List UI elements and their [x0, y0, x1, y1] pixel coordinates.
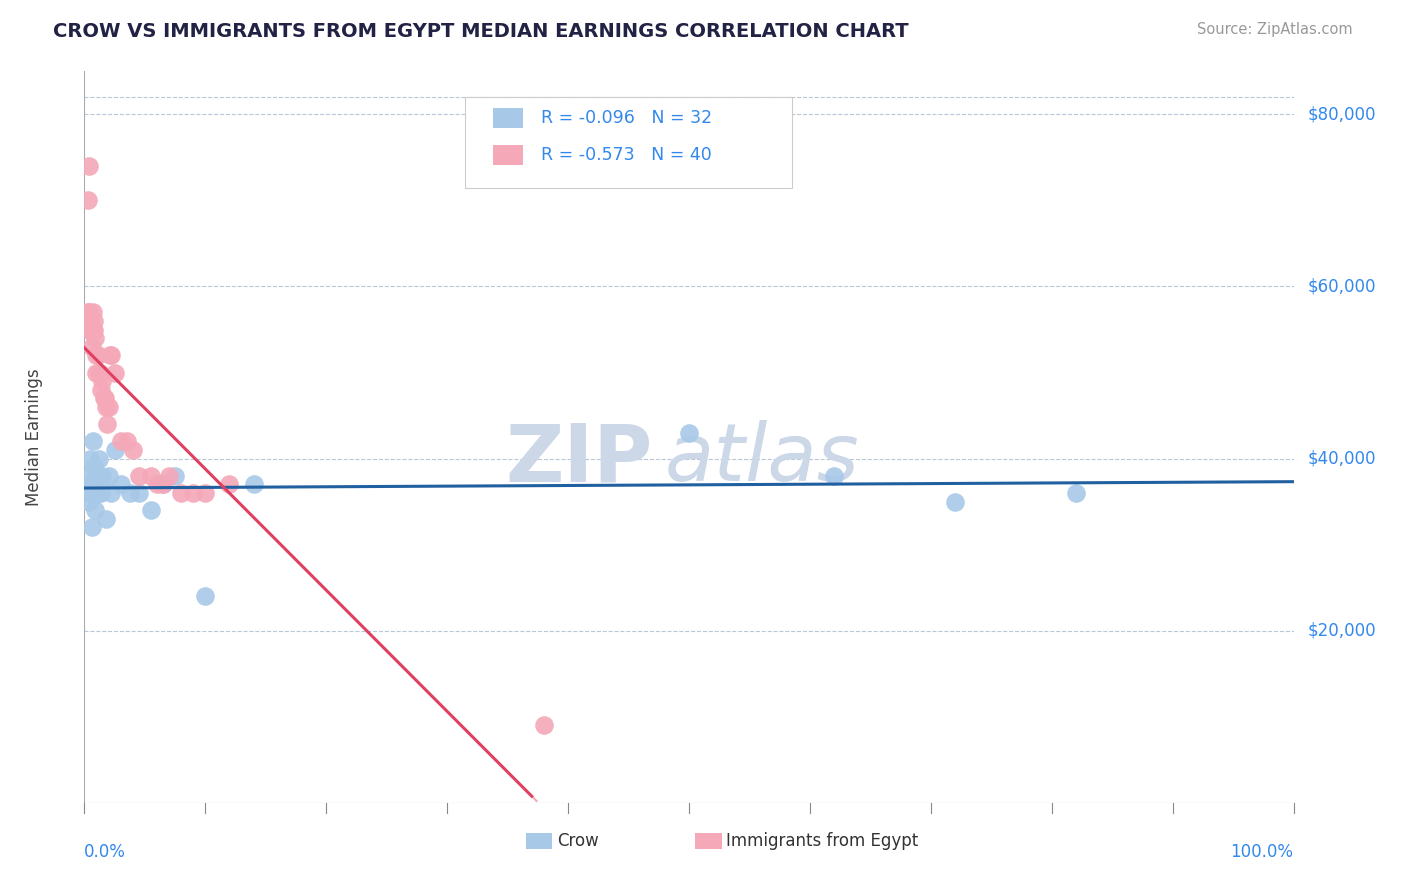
Point — [97, 400, 120, 414]
Point — [79, 486, 101, 500]
Point — [89, 366, 111, 380]
Point — [82, 486, 104, 500]
Text: $40,000: $40,000 — [1308, 450, 1376, 467]
Point — [128, 468, 150, 483]
Point — [97, 468, 120, 483]
Point — [146, 477, 169, 491]
Text: R = -0.573   N = 40: R = -0.573 N = 40 — [541, 145, 713, 164]
Text: 100.0%: 100.0% — [1230, 843, 1294, 861]
Point — [96, 417, 118, 432]
Point — [152, 477, 174, 491]
Point — [943, 494, 966, 508]
Point — [84, 331, 107, 345]
Point — [157, 468, 180, 483]
Point — [77, 194, 100, 208]
Text: $60,000: $60,000 — [1308, 277, 1376, 295]
Point — [77, 477, 100, 491]
Point — [94, 512, 117, 526]
Point — [82, 434, 104, 449]
Text: 0.0%: 0.0% — [84, 843, 127, 861]
Point — [91, 374, 114, 388]
Point — [94, 400, 117, 414]
Point — [77, 494, 100, 508]
Point — [79, 451, 101, 466]
Point — [104, 442, 127, 457]
Point — [77, 322, 100, 336]
Point — [91, 468, 114, 483]
Bar — [526, 833, 553, 849]
Point — [139, 503, 162, 517]
Point — [533, 718, 555, 732]
Point — [86, 486, 108, 500]
Point — [86, 468, 108, 483]
Point — [128, 486, 150, 500]
Point — [90, 383, 112, 397]
Point — [152, 477, 174, 491]
Point — [110, 477, 132, 491]
Text: CROW VS IMMIGRANTS FROM EGYPT MEDIAN EARNINGS CORRELATION CHART: CROW VS IMMIGRANTS FROM EGYPT MEDIAN EAR… — [53, 22, 910, 41]
Point — [77, 305, 100, 319]
Text: Immigrants from Egypt: Immigrants from Egypt — [727, 832, 918, 850]
Point — [90, 486, 112, 500]
Text: $20,000: $20,000 — [1308, 622, 1376, 640]
FancyBboxPatch shape — [465, 97, 792, 188]
Point — [77, 159, 100, 173]
Text: Crow: Crow — [557, 832, 599, 850]
Point — [100, 486, 122, 500]
Point — [86, 348, 108, 362]
Bar — [494, 145, 523, 165]
Point — [77, 305, 100, 319]
Point — [79, 322, 101, 336]
Point — [83, 460, 105, 475]
Point — [121, 442, 143, 457]
Point — [1064, 486, 1087, 500]
Point — [139, 468, 162, 483]
Point — [823, 468, 845, 483]
Point — [242, 477, 264, 491]
Text: Median Earnings: Median Earnings — [24, 368, 42, 506]
Point — [83, 314, 105, 328]
Point — [80, 322, 103, 336]
Point — [89, 477, 111, 491]
Point — [678, 425, 700, 440]
Bar — [695, 833, 721, 849]
Point — [218, 477, 240, 491]
Point — [98, 348, 121, 362]
Point — [87, 366, 110, 380]
Text: R = -0.096   N = 32: R = -0.096 N = 32 — [541, 109, 713, 128]
Bar — [494, 108, 523, 128]
Point — [79, 314, 101, 328]
Point — [77, 468, 100, 483]
Point — [83, 322, 105, 336]
Point — [110, 434, 132, 449]
Point — [194, 589, 217, 603]
Point — [94, 392, 117, 406]
Point — [120, 486, 142, 500]
Point — [115, 434, 138, 449]
Text: atlas: atlas — [665, 420, 859, 498]
Text: Source: ZipAtlas.com: Source: ZipAtlas.com — [1197, 22, 1353, 37]
Point — [84, 503, 107, 517]
Text: $80,000: $80,000 — [1308, 105, 1376, 123]
Point — [100, 348, 122, 362]
Point — [87, 451, 110, 466]
Point — [194, 486, 217, 500]
Point — [82, 322, 104, 336]
Point — [170, 486, 193, 500]
Point — [165, 468, 187, 483]
Point — [181, 486, 204, 500]
Point — [93, 392, 115, 406]
Point — [80, 340, 103, 354]
Point — [86, 348, 108, 362]
Point — [82, 305, 104, 319]
Point — [104, 366, 127, 380]
Point — [86, 366, 108, 380]
Point — [80, 520, 103, 534]
Text: ZIP: ZIP — [505, 420, 652, 498]
